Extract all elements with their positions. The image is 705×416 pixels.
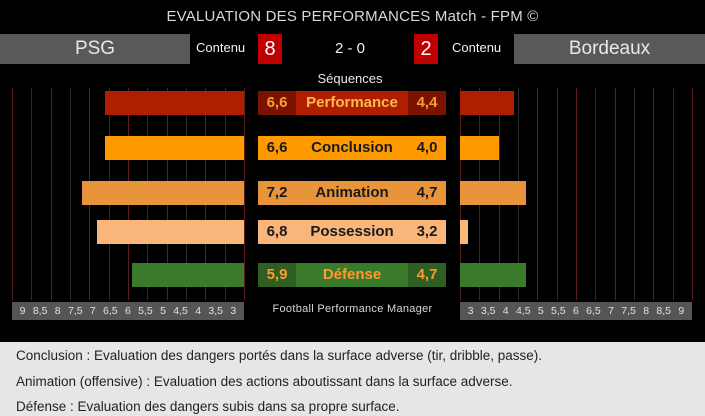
bar-away-4: [460, 263, 526, 287]
away-team-name: Bordeaux: [514, 34, 705, 64]
home-contenu-value: 8: [258, 34, 282, 64]
tick-label: 9: [678, 305, 685, 317]
value-label-away-3: 3,2: [408, 220, 446, 244]
value-label-away-4: 4,7: [408, 263, 446, 287]
gridline: [31, 88, 32, 300]
footer-label: Football Performance Manager: [272, 303, 433, 315]
tick-label: 3: [467, 305, 474, 317]
bar-home-0: [104, 91, 244, 115]
value-label-home-1: 6,6: [258, 136, 296, 160]
gridline: [673, 88, 674, 300]
gridline: [70, 88, 71, 300]
tick-label: 8,5: [656, 305, 671, 317]
value-label-home-0: 6,6: [258, 91, 296, 115]
note-conclusion: Conclusion : Evaluation des dangers port…: [16, 348, 543, 363]
bar-home-4: [131, 263, 244, 287]
page-title: EVALUATION DES PERFORMANCES Match - FPM …: [166, 8, 539, 25]
tick-label: 6: [572, 305, 579, 317]
tick-label: 3: [230, 305, 237, 317]
gridline: [615, 88, 616, 300]
match-score: 2 - 0: [334, 40, 365, 57]
tick-label: 5,5: [551, 305, 566, 317]
gridline: [576, 88, 577, 300]
gridline: [244, 88, 245, 300]
bar-away-0: [460, 91, 515, 115]
tick-label: 8: [54, 305, 61, 317]
tick-label: 3,5: [480, 305, 496, 317]
gridline: [692, 88, 693, 300]
value-label-home-3: 6,8: [258, 220, 296, 244]
note-defense: Défense : Evaluation des dangers subis d…: [16, 399, 400, 414]
away-contenu-value: 2: [414, 34, 438, 64]
tick-label: 6,5: [586, 305, 601, 317]
category-label-1: Conclusion: [296, 136, 408, 160]
tick-label: 8: [643, 305, 650, 317]
gridline: [634, 88, 635, 300]
right-axis-ticks: 3 3,5 4 4,5 5 5,5 6 6,5 7 7,5 8 8,5 9: [460, 302, 692, 320]
gridline: [51, 88, 52, 300]
tick-label: 7: [89, 305, 96, 317]
note-animation: Animation (offensive) : Evaluation des a…: [16, 374, 513, 389]
tick-label: 5: [537, 305, 544, 317]
tick-label: 4,5: [515, 305, 531, 317]
gridline: [595, 88, 596, 300]
gridline: [12, 88, 13, 300]
tick-label: 7: [608, 305, 614, 317]
tick-label: 5,5: [138, 305, 153, 317]
legend-panel: Conclusion : Evaluation des dangers port…: [0, 342, 705, 416]
tick-label: 7,5: [621, 305, 636, 317]
value-label-away-2: 4,7: [408, 181, 446, 205]
bar-home-3: [97, 220, 244, 244]
bar-home-2: [81, 181, 244, 205]
tick-label: 8,5: [32, 305, 48, 317]
bar-away-2: [460, 181, 526, 205]
bar-away-1: [460, 136, 499, 160]
tick-label: 6,5: [103, 305, 118, 317]
tick-label: 5: [160, 305, 166, 317]
category-label-2: Animation: [296, 181, 408, 205]
tick-label: 4: [195, 305, 202, 317]
tick-label: 4,5: [173, 305, 188, 317]
gridline: [537, 88, 538, 300]
tick-label: 6: [124, 305, 131, 317]
value-label-home-4: 5,9: [258, 263, 296, 287]
value-label-away-0: 4,4: [408, 91, 446, 115]
bar-home-1: [104, 136, 244, 160]
tick-label: 4: [502, 305, 509, 317]
home-team-name: PSG: [0, 34, 190, 64]
tick-label: 3,5: [208, 305, 223, 317]
home-contenu-label: Contenu: [196, 40, 246, 55]
category-label-3: Possession: [296, 220, 408, 244]
gridline: [557, 88, 558, 300]
tick-label: 9: [19, 305, 26, 317]
value-label-away-1: 4,0: [408, 136, 446, 160]
value-label-home-2: 7,2: [258, 181, 296, 205]
left-axis-ticks: 9 8,5 8 7,5 7 6,5 6 5,5 5 4,5 4 3,5 3: [12, 302, 244, 320]
gridline: [653, 88, 654, 300]
category-label-0: Performance: [296, 91, 408, 115]
away-contenu-label: Contenu: [452, 40, 502, 55]
category-label-4: Défense: [296, 263, 408, 287]
tick-label: 7,5: [67, 305, 83, 317]
sequences-label: Séquences: [317, 71, 383, 86]
bar-away-3: [460, 220, 468, 244]
